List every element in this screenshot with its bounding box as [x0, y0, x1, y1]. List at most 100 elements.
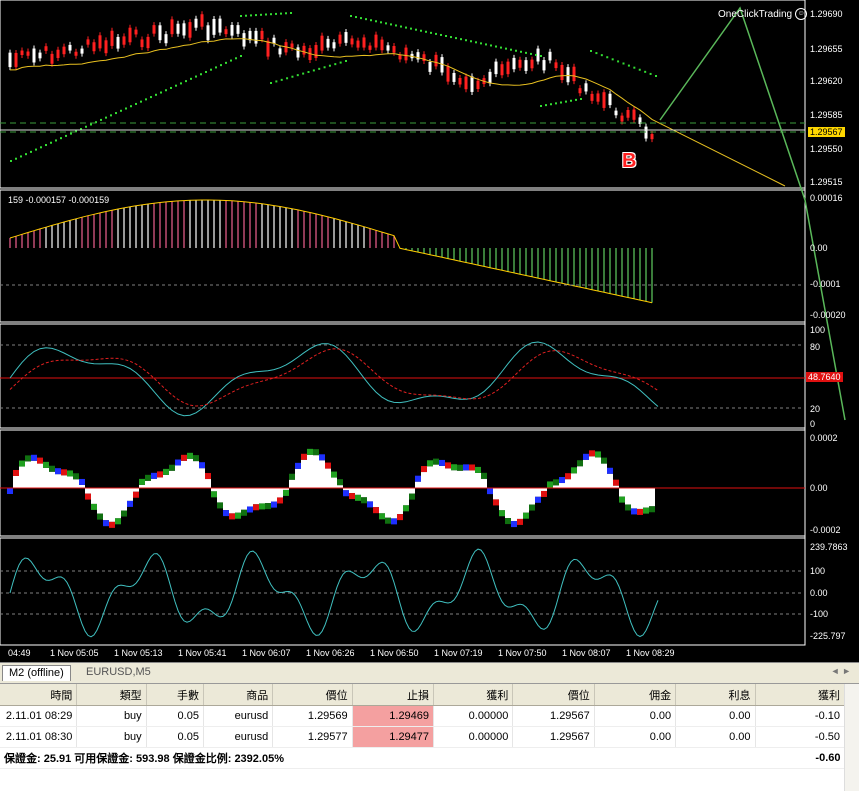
- osc-bar: [217, 488, 223, 502]
- osc-bar: [277, 488, 283, 497]
- osc-edge: [253, 504, 259, 510]
- sar-dot: [270, 82, 272, 84]
- candle-body: [249, 31, 252, 40]
- candle-body: [237, 25, 240, 34]
- one-click-trading[interactable]: OneClickTrading ☺: [718, 8, 807, 20]
- order-symbol: eurusd: [203, 706, 272, 727]
- osc-bar: [289, 480, 295, 488]
- candle-body: [93, 42, 96, 51]
- osc-edge: [7, 488, 13, 494]
- col-header[interactable]: 佣金: [594, 684, 675, 706]
- osc-bar: [589, 456, 595, 488]
- orders-table: 時間 類型 手數 商品 價位 止損 獲利 價位 佣金 利息 獲利 2.11.01…: [0, 684, 845, 769]
- rsi-line: [10, 342, 658, 416]
- order-open-price: 1.29577: [273, 727, 352, 748]
- osc-bar: [31, 461, 37, 488]
- osc-edge: [361, 497, 367, 503]
- pane-border: [0, 190, 805, 322]
- sar-dot: [35, 149, 37, 151]
- order-profit: -0.10: [755, 706, 844, 727]
- osc-bar: [121, 488, 127, 511]
- candle-body: [87, 39, 90, 44]
- osc-edge: [223, 510, 229, 516]
- osc-bar: [445, 468, 451, 488]
- candle-body: [645, 127, 648, 139]
- col-header[interactable]: 價位: [273, 684, 352, 706]
- osc-axis-label: 0.00: [810, 483, 828, 493]
- candle-body: [21, 51, 24, 55]
- rsi-axis-label: 80: [810, 342, 820, 352]
- sar-dot: [275, 80, 277, 82]
- table-row[interactable]: 2.11.01 08:29 buy 0.05 eurusd 1.29569 1.…: [0, 706, 845, 727]
- order-stop-loss: 1.29477: [352, 727, 433, 748]
- table-row[interactable]: 2.11.01 08:30 buy 0.05 eurusd 1.29577 1.…: [0, 727, 845, 748]
- col-header[interactable]: 手數: [146, 684, 203, 706]
- osc-bar: [85, 488, 91, 494]
- sar-dot: [450, 36, 452, 38]
- terminal-scrollbar[interactable]: [844, 684, 859, 791]
- sar-dot: [365, 18, 367, 20]
- osc-bar: [373, 488, 379, 507]
- candle-body: [615, 111, 618, 116]
- tab-eurusd-m5[interactable]: EURUSD,M5: [80, 665, 157, 680]
- tab-m2-offline[interactable]: M2 (offline): [2, 665, 71, 681]
- candle-body: [345, 32, 348, 43]
- candle-body: [123, 36, 126, 44]
- sar-dot: [535, 54, 537, 56]
- candle-body: [219, 19, 222, 33]
- sar-dot: [318, 68, 320, 70]
- candle-body: [453, 73, 456, 82]
- sar-dot: [110, 114, 112, 116]
- candle-body: [69, 45, 72, 51]
- osc-edge: [589, 450, 595, 456]
- osc-bar: [421, 472, 427, 488]
- col-header[interactable]: 類型: [77, 684, 146, 706]
- col-header[interactable]: 商品: [203, 684, 272, 706]
- sar-dot: [285, 12, 287, 14]
- candle-body: [255, 31, 258, 44]
- price-label: 1.29690: [810, 9, 843, 19]
- osc-bar: [577, 466, 583, 488]
- candle-body: [477, 81, 480, 89]
- osc-edge: [121, 511, 127, 517]
- chart-area[interactable]: OneClickTrading ☺ B 1.29690 1.29655 1.29…: [0, 0, 859, 662]
- tab-scroll-arrows[interactable]: ◄ ►: [831, 666, 851, 676]
- col-header[interactable]: 時間: [0, 684, 77, 706]
- osc-bar: [205, 479, 211, 488]
- osc-edge: [43, 462, 49, 468]
- col-header[interactable]: 價位: [513, 684, 594, 706]
- order-type: buy: [77, 727, 146, 748]
- current-price-label: 1.29567: [808, 127, 845, 137]
- time-label: 1 Nov 05:41: [178, 648, 227, 658]
- sar-dot: [235, 57, 237, 59]
- col-header[interactable]: 利息: [676, 684, 755, 706]
- osc-bar: [49, 472, 55, 488]
- osc-edge: [151, 473, 157, 479]
- osc-edge: [625, 504, 631, 510]
- total-profit: -0.60: [755, 748, 844, 769]
- osc-bar: [649, 488, 655, 506]
- osc-edge: [415, 476, 421, 482]
- candle-body: [429, 62, 432, 72]
- osc-edge: [19, 461, 25, 467]
- osc-bar: [91, 488, 97, 504]
- sar-dot: [395, 24, 397, 26]
- pane-border: [0, 538, 805, 645]
- osc-bar: [253, 488, 259, 504]
- col-header[interactable]: 止損: [352, 684, 433, 706]
- osc-edge: [379, 513, 385, 519]
- candle-body: [651, 134, 654, 139]
- sar-dot: [55, 139, 57, 141]
- osc-bar: [301, 460, 307, 488]
- order-current-price: 1.29567: [513, 706, 594, 727]
- candle-body: [597, 93, 600, 101]
- candle-body: [303, 46, 306, 55]
- osc-edge: [403, 505, 409, 511]
- candle-body: [225, 29, 228, 34]
- time-label: 1 Nov 06:50: [370, 648, 419, 658]
- col-header[interactable]: 獲利: [755, 684, 844, 706]
- col-header[interactable]: 獲利: [434, 684, 513, 706]
- osc-bar: [67, 476, 73, 488]
- chart-canvas[interactable]: [0, 0, 859, 662]
- candle-body: [261, 31, 264, 39]
